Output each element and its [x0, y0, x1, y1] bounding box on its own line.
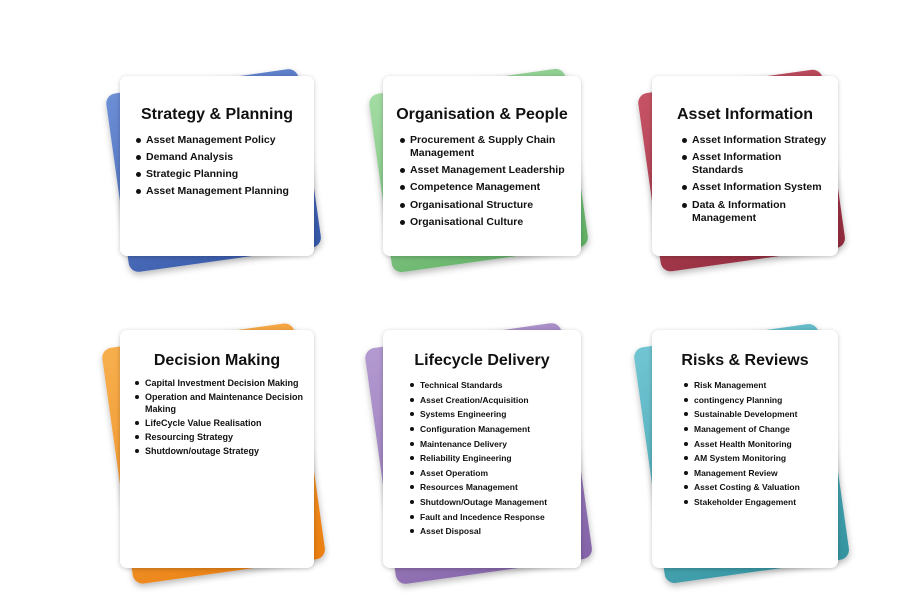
list-item: Capital Investment Decision Making	[135, 378, 307, 389]
item-list: Procurement & Supply Chain Management Ass…	[400, 134, 572, 233]
card-lifecycle-delivery: Lifecycle Delivery Technical Standards As…	[363, 321, 594, 586]
list-item: Risk Management	[684, 380, 834, 391]
list-item: Technical Standards	[410, 380, 578, 391]
list-item: Procurement & Supply Chain Management	[400, 134, 572, 160]
card-title: Lifecycle Delivery	[414, 352, 550, 369]
list-item: Asset Management Policy	[136, 134, 296, 147]
card-panel: Risks & Reviews Risk Management contingen…	[652, 330, 838, 568]
card-title: Organisation & People	[396, 106, 568, 123]
card-risks-reviews: Risks & Reviews Risk Management contingen…	[632, 322, 851, 585]
card-panel: Organisation & People Procurement & Supp…	[383, 76, 581, 256]
list-item: Organisational Culture	[400, 216, 572, 229]
list-item: Strategic Planning	[136, 168, 296, 181]
card-organisation-people: Organisation & People Procurement & Supp…	[368, 67, 590, 274]
card-title: Risks & Reviews	[681, 352, 809, 369]
item-list: Technical Standards Asset Creation/Acquis…	[410, 380, 578, 541]
list-item: Asset Management Leadership	[400, 164, 572, 177]
list-item: Operation and Maintenance Decision Makin…	[135, 392, 307, 415]
list-item: Shutdown/Outage Management	[410, 497, 578, 508]
list-item: Shutdown/outage Strategy	[135, 446, 307, 457]
list-item: Systems Engineering	[410, 409, 578, 420]
card-panel: Decision Making Capital Investment Decis…	[120, 330, 314, 568]
card-title: Asset Information	[676, 106, 813, 123]
list-item: Asset Information Strategy	[682, 134, 830, 147]
item-list: Asset Information Strategy Asset Informat…	[682, 134, 830, 229]
item-list: Capital Investment Decision Making Operat…	[135, 378, 307, 461]
list-item: Asset Disposal	[410, 526, 578, 537]
list-item: Sustainable Development	[684, 409, 834, 420]
list-item: Asset Creation/Acquisition	[410, 395, 578, 406]
list-item: Resourcing Strategy	[135, 432, 307, 443]
list-item: Asset Operatiom	[410, 468, 578, 479]
list-item: Competence Management	[400, 181, 572, 194]
list-item: AM System Monitoring	[684, 453, 834, 464]
list-item: Asset Health Monitoring	[684, 439, 834, 450]
list-item: LifeCycle Value Realisation	[135, 418, 307, 429]
list-item: Organisational Structure	[400, 199, 572, 212]
list-item: Asset Information System	[682, 181, 830, 194]
list-item: Asset Costing & Valuation	[684, 482, 834, 493]
list-item: Asset Management Planning	[136, 185, 296, 198]
list-item: Stakeholder Engagement	[684, 497, 834, 508]
card-title: Decision Making	[153, 352, 281, 369]
list-item: Resources Management	[410, 482, 578, 493]
list-item: Management of Change	[684, 424, 834, 435]
item-list: Asset Management Policy Demand Analysis St…	[136, 134, 296, 203]
card-strategy-planning: Strategy & Planning Asset Management Pol…	[105, 67, 323, 274]
card-asset-information: Asset Information Asset Information Stra…	[636, 68, 847, 273]
card-panel: Strategy & Planning Asset Management Pol…	[120, 76, 314, 256]
list-item: Management Review	[684, 468, 834, 479]
item-list: Risk Management contingency Planning Susta…	[684, 380, 834, 512]
list-item: Reliability Engineering	[410, 453, 578, 464]
card-panel: Lifecycle Delivery Technical Standards As…	[383, 330, 581, 568]
card-title: Strategy & Planning	[140, 106, 294, 123]
card-decision-making: Decision Making Capital Investment Decis…	[100, 322, 327, 585]
list-item: Demand Analysis	[136, 151, 296, 164]
card-panel: Asset Information Asset Information Stra…	[652, 76, 838, 256]
list-item: Asset Information Standards	[682, 151, 830, 177]
list-item: Maintenance Delivery	[410, 439, 578, 450]
list-item: Configuration Management	[410, 424, 578, 435]
list-item: Fault and Incedence Response	[410, 512, 578, 523]
list-item: contingency Planning	[684, 395, 834, 406]
list-item: Data & Information Management	[682, 199, 830, 225]
